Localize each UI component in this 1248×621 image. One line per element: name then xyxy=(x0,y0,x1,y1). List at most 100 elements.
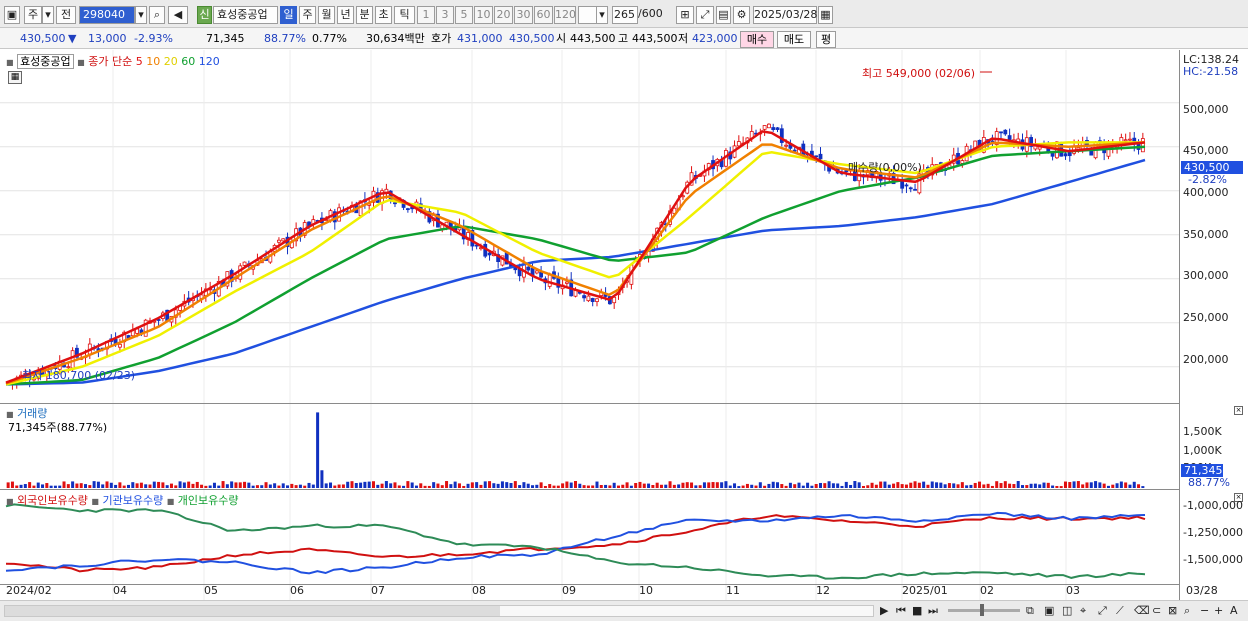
zoom-in-icon[interactable]: + xyxy=(1214,604,1224,617)
magnet-icon[interactable]: ⊂ xyxy=(1152,604,1162,617)
count-input[interactable]: 265 xyxy=(612,6,638,24)
volume-bar xyxy=(118,482,122,488)
interval-60[interactable]: 60 xyxy=(534,6,553,24)
legend-stock-name[interactable]: 효성중공업 xyxy=(17,54,74,69)
scroll-right-icon[interactable]: ▶ xyxy=(880,604,889,617)
interval-3[interactable]: 3 xyxy=(436,6,454,24)
tab-period-week[interactable]: 주 xyxy=(299,6,316,24)
volume-bar xyxy=(380,483,384,488)
volume-bar xyxy=(767,483,771,488)
tab-period-year[interactable]: 년 xyxy=(337,6,354,24)
draw-tool-icon[interactable]: ⤢ xyxy=(696,6,714,24)
volume-title[interactable]: 거래량 xyxy=(17,407,48,420)
ma60-line xyxy=(5,145,1146,386)
volume-value: 71,345주(88.77%) xyxy=(8,421,108,434)
speaker-icon[interactable]: ◀ xyxy=(168,6,188,24)
text-tool-icon[interactable]: ⊠ xyxy=(1168,604,1178,617)
volume-bar xyxy=(926,484,930,488)
chart-scrollbar: ▶ ⏮ ■ ⏭ ⧉ ▣ ◫ ⌖ ⤢ ⟋ ⌫ ⊂ ⊠ ⌕ − + A xyxy=(0,600,1248,621)
stock-code-input[interactable]: 298040 xyxy=(79,6,135,24)
current-price: 430,500 xyxy=(20,32,66,45)
code-dropdown-icon[interactable]: ▾ xyxy=(135,6,147,24)
volume-bar xyxy=(389,483,393,488)
gear-icon[interactable]: ⚙ xyxy=(733,6,750,24)
volume-bar xyxy=(960,482,964,488)
interval-30[interactable]: 30 xyxy=(514,6,533,24)
volume-bar xyxy=(79,483,83,488)
legend-foreign[interactable]: 외국인보유수량 xyxy=(17,494,88,507)
volume-bar xyxy=(694,485,698,488)
legend-individual[interactable]: 개인보유수량 xyxy=(177,494,239,507)
panel-divider[interactable] xyxy=(0,403,1180,404)
sell-button[interactable]: 매도 xyxy=(777,31,811,48)
volume-bar xyxy=(604,484,608,488)
volume-bar xyxy=(836,483,840,488)
scroll-thumb[interactable] xyxy=(5,606,500,616)
volume-bar xyxy=(999,483,1003,488)
market-type-select[interactable]: 주 xyxy=(24,6,42,24)
evaluate-button[interactable]: 평 xyxy=(816,31,836,48)
legend-institution[interactable]: 기관보유수량 xyxy=(102,494,164,507)
zoom-out-icon[interactable]: − xyxy=(1200,604,1210,617)
scroll-first-icon[interactable]: ⏮ xyxy=(896,604,906,617)
buy-button[interactable]: 매수 xyxy=(740,31,774,48)
interval-10[interactable]: 10 xyxy=(474,6,493,24)
scroll-track[interactable] xyxy=(4,605,874,617)
legend-ma-label[interactable]: 종가 단순 xyxy=(88,55,133,68)
crosshair-icon[interactable]: ⌖ xyxy=(1080,604,1087,617)
volume-bar xyxy=(294,485,298,488)
scroll-stop-icon[interactable]: ■ xyxy=(912,604,923,617)
window-menu-icon[interactable]: ▣ xyxy=(4,6,20,24)
close-panel-icon[interactable]: × xyxy=(1234,493,1243,502)
tab-period-month[interactable]: 월 xyxy=(318,6,335,24)
layout-icon[interactable]: ▣ xyxy=(1044,604,1055,617)
font-size-icon[interactable]: A xyxy=(1230,604,1238,617)
panel-divider[interactable] xyxy=(0,489,1180,490)
volume-bar xyxy=(556,485,560,488)
search-icon[interactable]: ⌕ xyxy=(149,6,165,24)
zoom-slider-handle[interactable] xyxy=(980,604,984,616)
volume-bar xyxy=(990,485,994,488)
volume-bar xyxy=(419,483,423,488)
line-tool-icon[interactable]: ⟋ xyxy=(1116,604,1124,617)
tab-period-day[interactable]: 일 xyxy=(280,6,297,24)
volume-bar xyxy=(1106,485,1110,488)
candle-type-icon[interactable]: ⊞ xyxy=(676,6,694,24)
zoom-slider[interactable] xyxy=(948,604,1020,616)
volume-bar xyxy=(341,484,345,488)
save-icon[interactable]: ▤ xyxy=(716,6,731,24)
erase-icon[interactable]: ⌫ xyxy=(1134,604,1150,617)
search-icon[interactable]: ⌕ xyxy=(1184,604,1191,617)
volume-bar xyxy=(384,481,388,488)
interval-1[interactable]: 1 xyxy=(417,6,435,24)
tab-period-minute[interactable]: 분 xyxy=(356,6,373,24)
trend-icon[interactable]: ⤢ xyxy=(1098,604,1107,617)
interval-20[interactable]: 20 xyxy=(494,6,513,24)
volume-bar xyxy=(466,483,470,488)
split-icon[interactable]: ◫ xyxy=(1062,604,1073,617)
foreign-holdings-line xyxy=(5,514,1146,573)
volume-bar xyxy=(935,482,939,488)
compare-icon[interactable]: ⧉ xyxy=(1026,604,1034,617)
volume-bar xyxy=(316,412,320,488)
chevron-down-icon[interactable]: ▾ xyxy=(42,6,54,24)
xtick-10: 10 xyxy=(639,584,653,597)
volume-bar xyxy=(1046,482,1050,488)
close-panel-icon[interactable]: × xyxy=(1234,406,1243,415)
tab-period-tick[interactable]: 틱 xyxy=(394,6,415,24)
volume-bar xyxy=(84,484,88,488)
scroll-last-icon[interactable]: ⏭ xyxy=(928,604,938,617)
volume-bar xyxy=(423,485,427,488)
current-rate-tag: -2.82% xyxy=(1188,173,1227,186)
grid-toggle-icon[interactable]: ▦ xyxy=(8,71,22,84)
tab-period-second[interactable]: 초 xyxy=(375,6,392,24)
prev-button[interactable]: 전 xyxy=(56,6,76,24)
chevron-down-icon[interactable]: ▾ xyxy=(596,6,608,24)
calendar-icon[interactable]: ▦ xyxy=(818,6,833,24)
interval-120[interactable]: 120 xyxy=(554,6,576,24)
interval-5[interactable]: 5 xyxy=(455,6,473,24)
volume-bar xyxy=(681,482,685,488)
legend-ma120: 120 xyxy=(198,55,220,68)
date-input[interactable]: 2025/03/28 xyxy=(753,6,817,24)
